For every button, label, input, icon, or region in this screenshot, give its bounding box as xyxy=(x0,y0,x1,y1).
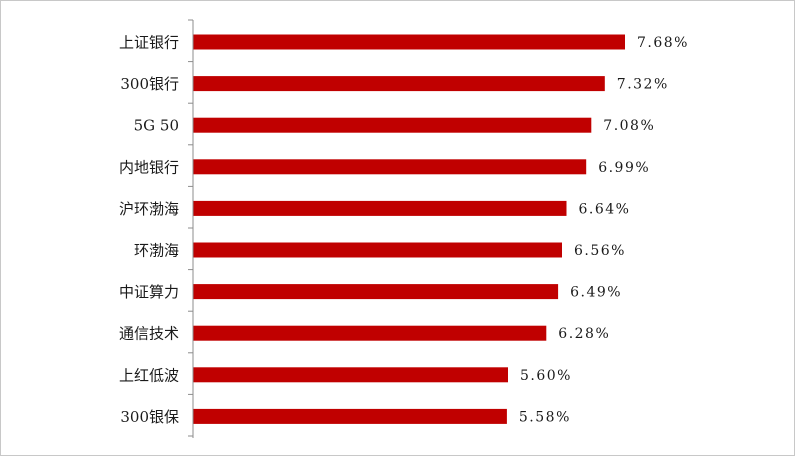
value-label: 6.56% xyxy=(574,243,626,259)
category-label: 内地银行 xyxy=(119,158,179,176)
value-label: 6.49% xyxy=(570,285,622,301)
category-label: 通信技术 xyxy=(119,325,179,343)
labels-layer: 上证银行 7.68% 300银行 7.32% 5G 50 7.08% 内地银行 6.99% 沪环… xyxy=(119,34,689,426)
bar xyxy=(193,159,587,175)
category-label: 5G 50 xyxy=(134,117,179,135)
category-label: 中证算力 xyxy=(119,283,179,301)
bars-layer xyxy=(193,34,625,424)
value-label: 7.32% xyxy=(617,77,669,93)
category-label: 上红低波 xyxy=(119,366,179,384)
y-axis xyxy=(188,19,194,438)
bar xyxy=(193,325,547,341)
category-label: 300银行 xyxy=(120,75,179,93)
bar xyxy=(193,76,605,92)
value-label: 6.64% xyxy=(579,201,631,217)
bar xyxy=(193,367,508,383)
bar xyxy=(193,242,562,258)
category-label: 沪环渤海 xyxy=(119,200,179,218)
bar xyxy=(193,117,592,133)
value-label: 7.08% xyxy=(603,118,655,134)
bar xyxy=(193,284,559,300)
value-label: 6.28% xyxy=(558,326,610,342)
category-label: 上证银行 xyxy=(119,34,179,52)
value-label: 5.60% xyxy=(520,368,572,384)
category-label: 环渤海 xyxy=(134,242,179,260)
bar xyxy=(193,408,507,424)
value-label: 5.58% xyxy=(519,409,571,425)
value-label: 6.99% xyxy=(598,160,650,176)
category-label: 300银保 xyxy=(120,408,179,426)
value-label: 7.68% xyxy=(637,35,689,51)
bar xyxy=(193,34,625,50)
bar xyxy=(193,200,567,216)
